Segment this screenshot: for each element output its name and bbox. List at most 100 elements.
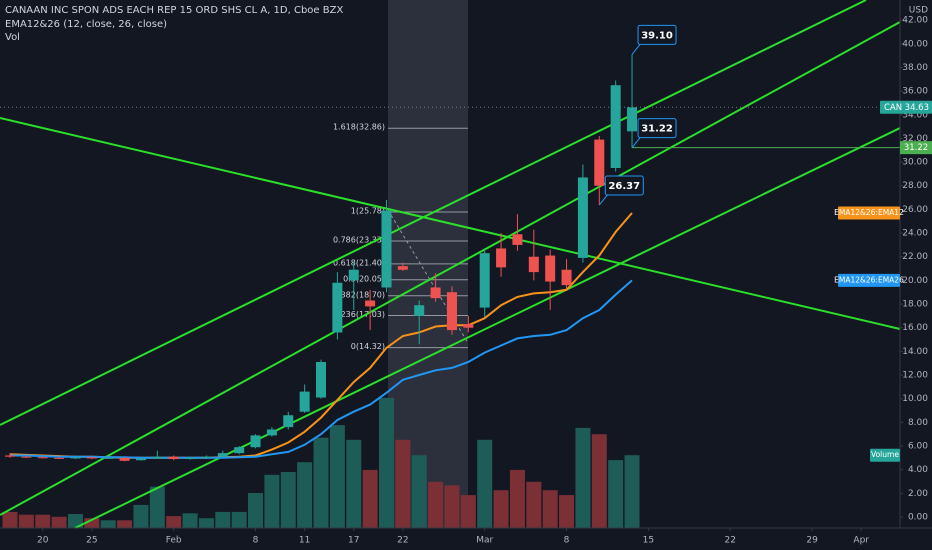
candle-body [250, 435, 261, 448]
volume-bar [362, 469, 378, 528]
trend-line [0, 117, 901, 330]
fib-label: 0.5(20.05) [343, 274, 385, 283]
candle-body [332, 282, 343, 333]
volume-bar [509, 469, 525, 528]
x-tick-label: 15 [643, 536, 654, 546]
x-tick-label: 8 [564, 536, 570, 546]
volume-bar [166, 516, 182, 528]
y-tick-label: 0.00 [908, 512, 928, 522]
callout-label: 26.37 [608, 181, 640, 192]
last-symbol: CAN [884, 103, 902, 113]
candle-body [561, 269, 572, 286]
volume-tag-label: Volume [871, 450, 899, 459]
price-axis [900, 0, 932, 550]
volume-tag [870, 448, 900, 462]
price-layer: 39.10 31.22 26.37 [0, 24, 900, 462]
volume-bar [411, 455, 427, 528]
fib-label: 0.618(21.40) [333, 258, 385, 267]
volume-bar [84, 518, 100, 528]
candle-body [512, 234, 523, 245]
volume-bar [526, 481, 542, 528]
candle-body [496, 248, 507, 268]
y-tick-label: 34.00 [902, 110, 928, 120]
x-tick-label: Mar [476, 536, 493, 546]
volume-bar [280, 472, 296, 528]
candle-body [54, 457, 65, 459]
volume-bar [378, 397, 394, 528]
axes-layer: 0.00 2.00 4.00 6.00 8.00 10.00 12.00 14.00 16.00… [37, 16, 932, 546]
y-tick-label: 18.00 [902, 300, 928, 310]
candle-body [217, 453, 228, 457]
ema-tag-label: EMA12&26:EMA26 [834, 275, 904, 284]
callout-label: 39.10 [641, 30, 673, 41]
x-tick-label: Feb [166, 536, 182, 546]
volume-bar [149, 486, 165, 528]
candle-body [545, 255, 556, 282]
candle-body [397, 266, 408, 270]
y-tick-label: 2.00 [908, 489, 928, 499]
y-tick-label: 40.00 [902, 39, 928, 49]
candle-body [627, 107, 638, 132]
volume-bar [575, 427, 591, 528]
x-tick-label: 29 [806, 536, 818, 546]
callout-pointer [631, 137, 641, 148]
fib-label: 0.786(23.33) [333, 235, 385, 244]
volume-bar [346, 439, 362, 528]
volume-bar [460, 495, 476, 528]
ema-tag-label: EMA12&26:EMA12 [834, 208, 904, 217]
candle-body [4, 455, 15, 457]
volume-bar [215, 511, 231, 528]
fib-label: 1.618(32.86) [333, 123, 385, 132]
x-tick-label: 22 [725, 536, 736, 546]
candle-body [316, 362, 327, 398]
last-price: 34.63 [905, 103, 929, 113]
volume-bar [542, 490, 558, 528]
callout-pointer [631, 44, 641, 55]
indicator-label: EMA12&26 (12, close, 26, close) [5, 19, 167, 30]
candle-body [185, 457, 196, 460]
trend-line [0, 21, 901, 516]
y-tick-label: 42.00 [902, 16, 928, 26]
candle-body [21, 456, 32, 458]
candle-body [37, 457, 48, 459]
volume-bar [35, 514, 51, 528]
x-tick-label: 17 [348, 536, 359, 546]
y-tick-label: 24.00 [902, 229, 928, 239]
volume-bar [2, 511, 18, 528]
candle-body [266, 429, 277, 436]
hline-tag-label: 31.22 [904, 143, 928, 153]
fib-trend [387, 209, 469, 344]
x-tick-label: 20 [37, 536, 49, 546]
hline-tag [900, 141, 932, 155]
y-tick-label: 20.00 [902, 276, 928, 286]
callout-pointer [598, 194, 608, 206]
volume-bar [477, 439, 493, 528]
candle-body [168, 456, 179, 460]
y-tick-label: 38.00 [902, 63, 928, 73]
candle-body [348, 269, 359, 281]
volume-layer [2, 397, 640, 528]
y-tick-label: 6.00 [908, 442, 928, 452]
volume-bar [395, 439, 411, 528]
trend-line [74, 127, 901, 529]
x-tick-label: Apr [853, 536, 869, 546]
volume-bar [51, 516, 67, 528]
currency: USD [909, 6, 928, 16]
volume-bar [67, 514, 83, 528]
volume-bar [18, 514, 34, 528]
symbol-title: CANAAN INC SPON ADS EACH REP 15 ORD SHS … [5, 5, 343, 16]
y-tick-label: 12.00 [902, 371, 928, 381]
ema-line [10, 279, 633, 459]
volume-bar [444, 485, 460, 528]
volume-label: Vol [5, 32, 20, 43]
volume-bar [559, 495, 575, 528]
trend-lines [0, 0, 901, 529]
candle-body [152, 456, 163, 459]
y-tick-label: 22.00 [902, 252, 928, 262]
x-tick-label: 8 [253, 536, 259, 546]
volume-bar [231, 511, 247, 528]
candle-body [86, 457, 97, 459]
callout-label: 31.22 [641, 124, 673, 135]
volume-bar [133, 504, 149, 528]
